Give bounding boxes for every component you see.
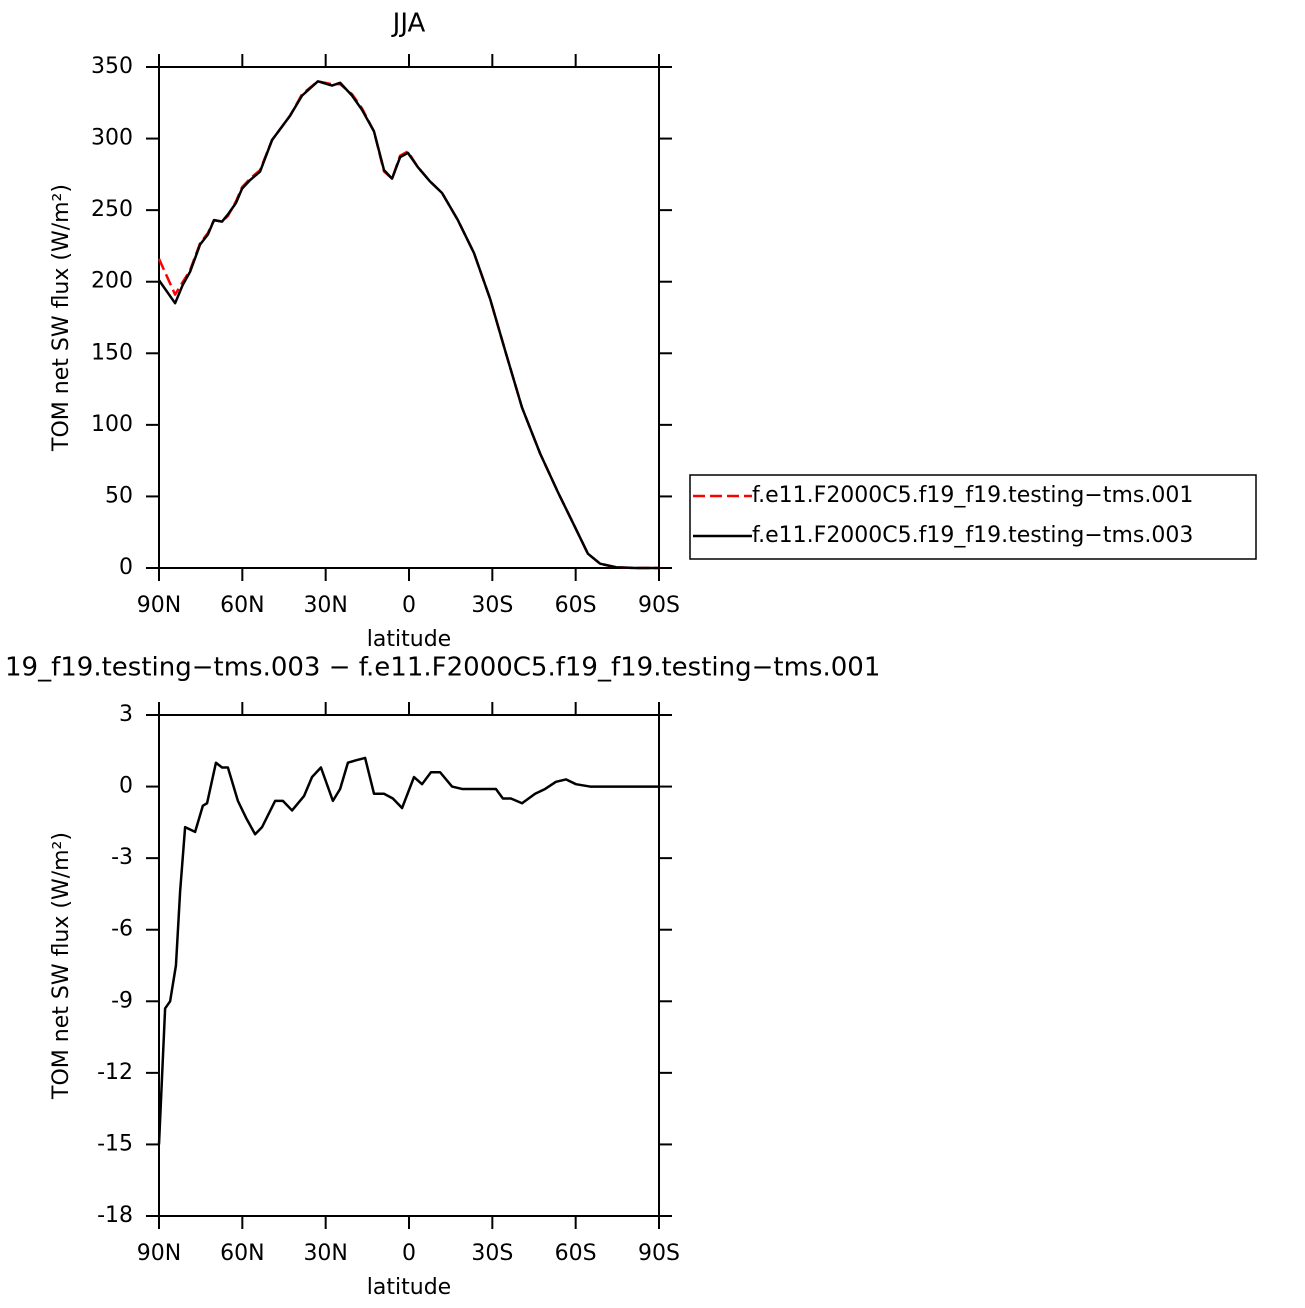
y-axis-label: TOM net SW flux (W/m²) [49, 184, 74, 452]
y-tick-label: -15 [97, 1131, 133, 1156]
y-tick-label: 300 [91, 126, 133, 151]
y-tick-label: 3 [119, 702, 133, 727]
x-axis-label: latitude [367, 627, 451, 652]
legend-label: f.e11.F2000C5.f19_f19.testing−tms.003 [752, 523, 1193, 548]
y-tick-label: -3 [111, 845, 133, 870]
x-tick-label: 0 [402, 593, 416, 618]
y-tick-label: 0 [119, 774, 133, 799]
y-tick-label: -12 [97, 1060, 133, 1085]
y-tick-label: -6 [111, 917, 133, 942]
y-tick-label: -18 [97, 1203, 133, 1228]
y-tick-label: 100 [91, 412, 133, 437]
y-tick-label: 50 [105, 483, 133, 508]
x-tick-label: 60N [220, 1241, 264, 1266]
x-tick-label: 30N [303, 593, 347, 618]
y-tick-label: 350 [91, 54, 133, 79]
x-tick-label: 60S [555, 593, 597, 618]
x-tick-label: 30N [303, 1241, 347, 1266]
x-tick-label: 60N [220, 593, 264, 618]
x-tick-label: 90N [137, 593, 181, 618]
x-tick-label: 0 [402, 1241, 416, 1266]
plot-frame [158, 66, 660, 569]
y-tick-label: 200 [91, 269, 133, 294]
x-tick-label: 60S [555, 1241, 597, 1266]
legend-box [689, 474, 1257, 560]
y-tick-label: -9 [111, 988, 133, 1013]
y-tick-label: 150 [91, 340, 133, 365]
x-axis-label: latitude [367, 1275, 451, 1300]
x-tick-label: 90S [638, 1241, 680, 1266]
y-axis-label: TOM net SW flux (W/m²) [49, 832, 74, 1100]
x-tick-label: 90N [137, 1241, 181, 1266]
y-tick-label: 250 [91, 197, 133, 222]
x-tick-label: 30S [471, 593, 513, 618]
chart-title: 19_f19.testing−tms.003 − f.e11.F2000C5.f… [5, 653, 880, 683]
data-line [157, 80, 659, 570]
y-tick-label: 0 [119, 555, 133, 580]
chart-title: JJA [391, 9, 426, 39]
data-line [157, 756, 659, 1145]
x-tick-label: 30S [471, 1241, 513, 1266]
plot-frame [158, 714, 660, 1217]
x-tick-label: 90S [638, 593, 680, 618]
legend-label: f.e11.F2000C5.f19_f19.testing−tms.001 [752, 483, 1193, 508]
